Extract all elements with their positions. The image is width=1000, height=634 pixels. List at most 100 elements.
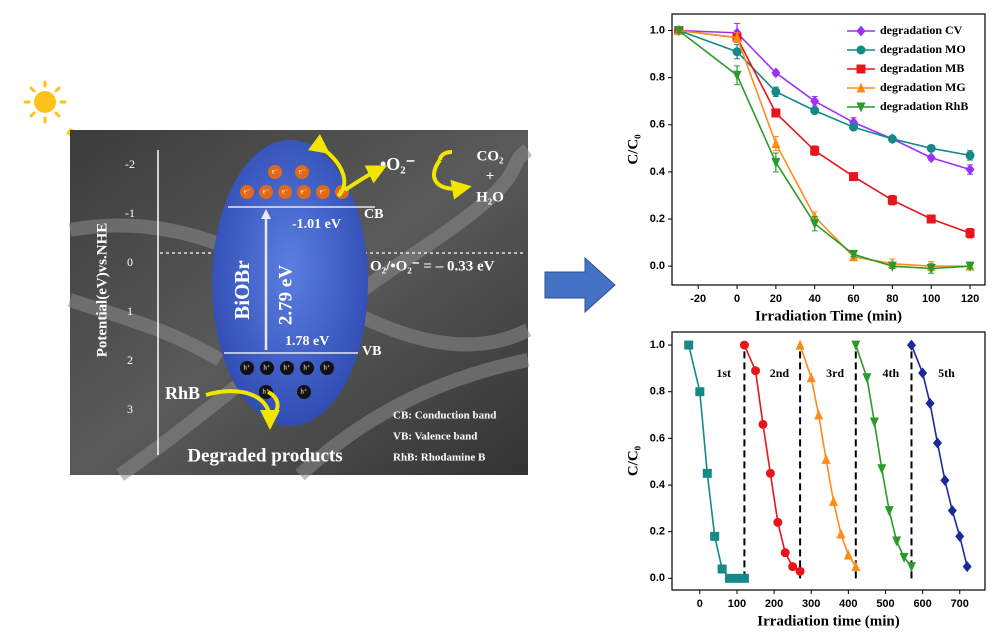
reaction-arrows [205, 134, 472, 430]
marker [810, 95, 820, 107]
marker [926, 264, 936, 275]
marker [856, 64, 866, 74]
marker [856, 82, 866, 93]
marker [732, 32, 742, 43]
marker [717, 564, 727, 574]
marker [806, 372, 816, 383]
carrier [320, 361, 334, 375]
potential-tick: 2 [127, 353, 133, 367]
carrier-label: e⁻ [282, 188, 289, 196]
marker [771, 87, 781, 97]
potential-tick: -2 [125, 157, 135, 171]
legend-vb: VB: Valence band [393, 431, 477, 443]
marker [851, 561, 861, 572]
y-tick-label: 0.8 [650, 72, 665, 84]
marker [925, 397, 935, 409]
series-line [678, 29, 971, 157]
marker [940, 474, 950, 486]
carrier-label: h⁺ [283, 364, 291, 372]
y-tick-label: 0.8 [650, 386, 665, 398]
flow-arrow [544, 256, 616, 314]
marker [884, 506, 894, 517]
biobr-particle [212, 140, 368, 426]
carrier [300, 361, 314, 375]
x-axis-title: Irradiation time (min) [757, 613, 899, 629]
legend-rhb: RhB: Rhodamine B [393, 452, 486, 464]
marker [795, 566, 805, 576]
plot-frame [671, 331, 986, 591]
semiconductor-label: BiOBr [230, 260, 254, 320]
marker [965, 164, 975, 176]
series-line [678, 29, 971, 171]
marker [862, 373, 872, 384]
carrier [268, 165, 282, 179]
marker [695, 387, 705, 397]
cycle-label: 3rd [826, 366, 844, 380]
carrier-label: h⁺ [303, 364, 311, 372]
marker [732, 47, 742, 57]
marker [732, 70, 742, 81]
series-line [678, 29, 971, 234]
band-gap: 2.79 eV [275, 265, 296, 325]
marker [856, 45, 866, 55]
marker [887, 134, 897, 144]
carrier [240, 361, 254, 375]
marker [739, 340, 749, 350]
marker [843, 549, 853, 560]
marker [821, 453, 831, 464]
cycle-label: 4th [882, 366, 899, 380]
marker [771, 157, 781, 168]
x-tick-label: 200 [765, 598, 783, 610]
marker [674, 25, 684, 36]
marker [932, 437, 942, 449]
y-tick-label: 0.0 [650, 572, 665, 584]
dye-label: RhB [165, 383, 200, 403]
marker [892, 536, 902, 547]
legend-label: degradation RhB [880, 99, 968, 113]
potential-tick: 3 [127, 402, 133, 416]
degraded-products: Degraded products [187, 445, 342, 466]
x-tick-label: 300 [802, 598, 820, 610]
y-tick-label: 0.2 [650, 526, 665, 538]
marker [906, 562, 916, 573]
marker [947, 505, 957, 517]
legend-cb: CB: Conduction band [393, 410, 496, 422]
y-tick-label: 1.0 [650, 339, 665, 351]
marker [965, 261, 975, 272]
potential-axis-label: Potential(eV)vs.NHE [94, 223, 110, 358]
marker [918, 367, 928, 379]
marker [780, 548, 790, 558]
superoxide: •O₂⁻ [380, 154, 415, 174]
y-axis-title: C/C₀ [625, 445, 641, 476]
carrier-label: h⁺ [323, 364, 331, 372]
marker [965, 228, 975, 238]
carrier-label: h⁺ [263, 364, 271, 372]
carrier-label: h⁺ [300, 388, 308, 396]
product-h2o: H₂O [476, 189, 504, 205]
legend-label: degradation MO [880, 42, 966, 56]
marker [732, 573, 742, 583]
marker [710, 531, 720, 541]
marker [788, 562, 798, 572]
y-tick-label: 0.4 [650, 166, 666, 178]
marker [899, 552, 909, 563]
legend-label: degradation MB [880, 61, 964, 75]
marker [795, 339, 805, 350]
marker [725, 573, 735, 583]
carrier [297, 185, 311, 199]
x-tick-label: 120 [961, 293, 979, 305]
y-tick-label: 1.0 [650, 24, 665, 36]
x-tick-label: 100 [922, 293, 940, 305]
carrier [259, 385, 273, 399]
potential-tick: 1 [127, 304, 133, 318]
cycle-label: 1st [716, 366, 731, 380]
carrier [316, 185, 330, 199]
x-tick-label: 20 [770, 293, 782, 305]
marker [810, 219, 820, 230]
cycle-label: 2nd [770, 366, 790, 380]
marker [869, 417, 879, 428]
carrier [280, 361, 294, 375]
potential-tick: 0 [127, 255, 133, 269]
marker [906, 339, 916, 351]
